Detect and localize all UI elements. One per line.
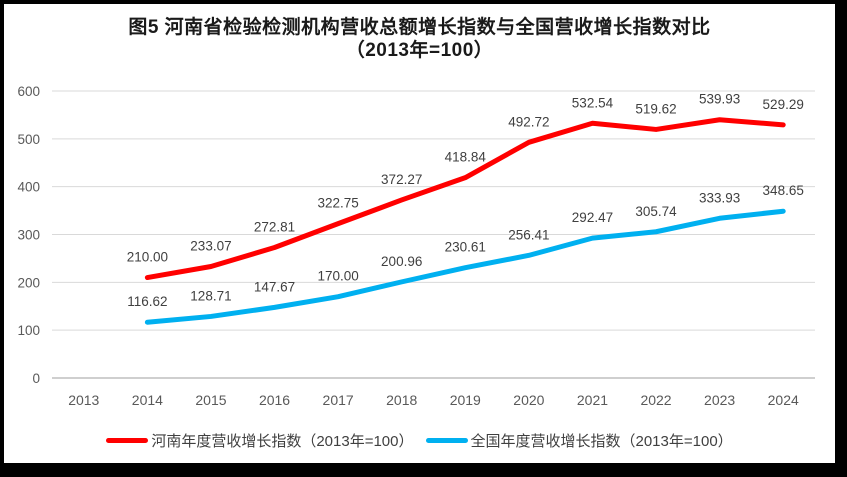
data-label: 529.29 [763, 97, 804, 112]
y-tick-label: 100 [17, 323, 40, 338]
data-label: 333.93 [699, 190, 740, 205]
chart-title-line1: 图5 河南省检验检测机构营收总额增长指数与全国营收增长指数对比 [128, 17, 711, 38]
y-tick-label: 0 [32, 371, 40, 386]
legend-label: 全国年度营收增长指数（2013年=100） [470, 433, 733, 450]
legend-item: 全国年度营收增长指数（2013年=100） [425, 430, 733, 451]
x-tick-label: 2017 [323, 392, 354, 408]
legend: 河南年度营收增长指数（2013年=100） 全国年度营收增长指数（2013年=10… [4, 430, 835, 451]
data-label: 128.71 [190, 288, 231, 303]
data-label: 233.07 [190, 239, 231, 254]
x-tick-label: 2014 [132, 392, 163, 408]
chart-title-line2: （2013年=100） [345, 40, 494, 61]
data-label: 532.54 [572, 95, 614, 110]
legend-swatch [106, 438, 149, 443]
x-tick-label: 2016 [259, 392, 290, 408]
x-tick-label: 2021 [577, 392, 608, 408]
data-label: 539.93 [699, 92, 740, 107]
x-tick-label: 2015 [195, 392, 226, 408]
legend-item: 河南年度营收增长指数（2013年=100） [106, 430, 414, 451]
plot-area: 0 100 200 300 400 500 600 2013 2014 2015 2016 2017 2… [17, 84, 815, 408]
y-tick-label: 500 [17, 132, 40, 147]
series-line-1 [144, 208, 786, 325]
x-tick-label: 2020 [513, 392, 544, 408]
y-tick-label: 600 [17, 84, 40, 99]
legend-swatch [425, 438, 468, 443]
data-label: 305.74 [635, 204, 677, 219]
y-tick-label: 300 [17, 228, 40, 243]
data-label: 230.61 [445, 240, 486, 255]
y-tick-label: 400 [17, 180, 40, 195]
x-tick-label: 2013 [68, 392, 99, 408]
data-label: 210.00 [127, 250, 168, 265]
data-label: 372.27 [381, 172, 422, 187]
x-tick-label: 2019 [450, 392, 481, 408]
data-label: 492.72 [508, 114, 549, 129]
data-label: 170.00 [317, 269, 358, 284]
data-label: 256.41 [508, 227, 549, 242]
data-label: 116.62 [127, 294, 167, 309]
chart-panel: 图5 河南省检验检测机构营收总额增长指数与全国营收增长指数对比 （2013年=1… [4, 4, 835, 463]
data-label: 292.47 [572, 210, 613, 225]
x-tick-label: 2024 [768, 392, 799, 408]
x-tick-label: 2022 [640, 392, 671, 408]
data-label: 519.62 [635, 101, 676, 116]
data-label: 348.65 [763, 183, 804, 198]
data-label: 200.96 [381, 254, 422, 269]
x-tick-label: 2018 [386, 392, 417, 408]
chart-title: 图5 河南省检验检测机构营收总额增长指数与全国营收增长指数对比 （2013年=1… [4, 16, 835, 62]
data-label: 322.75 [317, 196, 358, 211]
data-label: 272.81 [254, 220, 295, 235]
series-line-0 [144, 117, 786, 281]
x-tick-label: 2023 [704, 392, 735, 408]
legend-label: 河南年度营收增长指数（2013年=100） [151, 433, 414, 450]
y-tick-label: 200 [17, 275, 40, 290]
data-label: 147.67 [254, 279, 295, 294]
data-label: 418.84 [445, 150, 487, 165]
